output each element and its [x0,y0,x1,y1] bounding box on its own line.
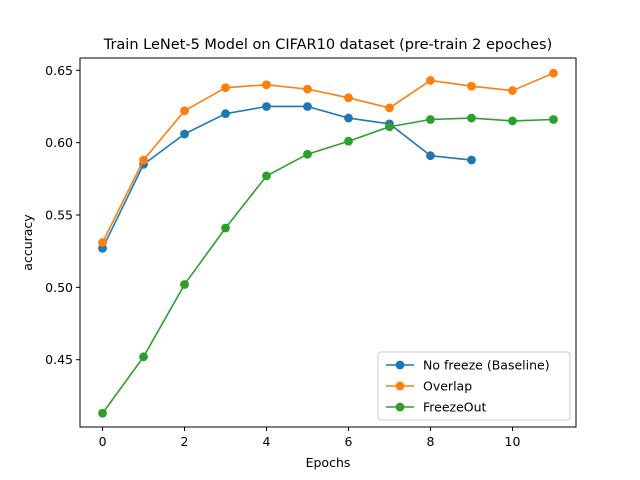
x-tick-label: 4 [263,434,271,449]
legend-label: FreezeOut [423,400,487,415]
data-point [549,115,558,124]
data-point [426,115,435,124]
data-point [385,122,394,132]
data-point [262,102,271,111]
legend-marker [395,381,405,391]
legend-item: No freeze (Baseline) [386,358,550,373]
legend-label: Overlap [423,379,472,394]
series-group [98,68,558,247]
data-point [98,408,107,418]
x-axis-label: Epochs [306,455,351,470]
y-axis-ticks: 0.45 0.50 0.55 0.60 0.65 [45,63,80,367]
series-line [101,105,472,249]
data-point [180,280,189,289]
data-point [262,80,271,90]
legend-marker [395,402,405,412]
data-point [221,223,230,233]
data-point [303,102,312,111]
chart-title: Train LeNet-5 Model on CIFAR10 dataset (… [103,37,553,53]
data-point [344,93,353,103]
series-line [101,117,554,414]
legend-box [377,351,571,421]
data-point [508,116,517,126]
data-point [221,109,230,119]
x-tick-label: 0 [99,434,107,449]
legend-item: Overlap [386,379,472,394]
data-point [262,171,271,181]
data-point [426,76,435,85]
data-point [344,113,353,123]
y-tick-label: 0.45 [45,352,73,367]
plot-area-frame [79,57,577,428]
data-point [303,149,312,159]
series-line [101,72,554,243]
x-axis-ticks: 0 2 4 6 8 10 [99,427,521,449]
x-tick-label: 2 [181,434,189,449]
data-point [303,84,312,94]
data-point [467,113,476,123]
legend-item: FreezeOut [386,400,487,415]
data-point [549,68,558,78]
data-point [467,81,476,91]
y-tick-label: 0.65 [45,63,73,78]
data-point [139,352,148,362]
data-point [344,136,353,146]
y-tick-label: 0.60 [45,135,73,150]
x-tick-label: 8 [427,434,435,449]
x-tick-label: 6 [345,434,353,449]
y-tick-label: 0.55 [45,208,73,223]
data-point [221,83,230,93]
series-group [98,102,476,253]
data-point [508,86,517,95]
data-point [180,129,189,139]
legend: No freeze (Baseline) Overlap FreezeOut [377,351,571,421]
y-tick-label: 0.50 [45,280,73,295]
data-point [426,151,435,161]
data-point [98,238,107,247]
data-point [139,155,148,165]
x-tick-label: 10 [505,434,521,449]
y-axis-label: accuracy [20,214,35,271]
data-point [180,106,189,116]
legend-marker [395,360,405,370]
data-point [385,103,394,113]
legend-label: No freeze (Baseline) [423,358,550,373]
data-point [467,155,476,165]
series-layer [98,68,558,418]
series-group [98,113,558,418]
